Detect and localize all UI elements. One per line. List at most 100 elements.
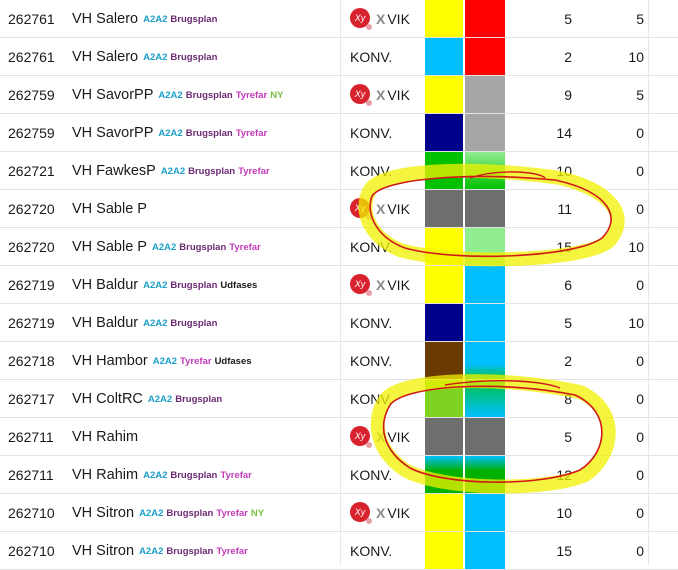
tag-label: Brugsplan — [170, 469, 218, 481]
animal-id: 262721 — [8, 163, 55, 179]
value-cell-1: 5 — [564, 11, 572, 27]
status-color-cell-2 — [465, 190, 505, 227]
status-color-cell-2 — [465, 0, 505, 37]
table-row[interactable]: 262710 VH Sitron A2A2 Brugsplan Tyrefar KONV.… — [0, 532, 678, 570]
animal-name: VH Sitron — [72, 505, 135, 521]
value-cell-1: 11 — [557, 201, 572, 217]
animal-name-cell: VH FawkesP A2A2 Brugsplan Tyrefar — [72, 152, 273, 190]
vik-x-mark: X — [376, 87, 386, 103]
animal-name-cell: VH Sitron A2A2 Brugsplan Tyrefar — [72, 532, 251, 570]
tag-label: A2A2 — [151, 241, 177, 253]
animal-name: VH Baldur — [72, 315, 139, 331]
value-cell-2: 10 — [628, 239, 644, 255]
konv-label: KONV. — [350, 163, 393, 179]
animal-name-cell: VH Baldur A2A2 Brugsplan — [72, 304, 220, 342]
value-cell-1: 5 — [564, 429, 572, 445]
animal-name-cell: VH Rahim — [72, 418, 143, 456]
value-cell-2: 0 — [636, 277, 644, 293]
animal-name: VH Salero — [72, 49, 139, 65]
breeding-type-cell: KONV. — [350, 532, 392, 570]
vik-label: VIK — [387, 87, 410, 103]
vik-logo-mark: Xy — [350, 8, 370, 28]
table-row[interactable]: 262719 VH Baldur A2A2 Brugsplan KONV. 5 10 — [0, 304, 678, 342]
status-color-cell-2 — [465, 228, 505, 265]
value-cell-1: 10 — [556, 505, 572, 521]
table-row[interactable]: 262761 VH Salero A2A2 Brugsplan KONV. 2 10 — [0, 38, 678, 76]
animal-name-cell: VH Sable P A2A2 Brugsplan Tyrefar — [72, 228, 264, 266]
tag-label: A2A2 — [152, 355, 178, 367]
vik-logo-dot — [366, 442, 372, 448]
animal-name: VH Sitron — [72, 543, 135, 559]
vik-x-mark: X — [376, 429, 386, 445]
value-cell-2: 0 — [636, 505, 644, 521]
table-row[interactable]: 262711 VH Rahim A2A2 Brugsplan Tyrefar KONV. 1… — [0, 456, 678, 494]
breeding-type-cell: Xy X VIK — [350, 190, 410, 228]
status-color-cell-2 — [465, 456, 505, 493]
vik-label: VIK — [387, 11, 410, 27]
table-row[interactable]: 262710 VH Sitron A2A2 Brugsplan Tyrefar NY Xy X… — [0, 494, 678, 532]
vik-logo-icon: Xy — [350, 4, 374, 34]
table-row[interactable]: 262719 VH Baldur A2A2 Brugsplan Udfases Xy X VI… — [0, 266, 678, 304]
animal-id: 262759 — [8, 87, 55, 103]
status-color-cell-2 — [465, 380, 505, 417]
status-color-cell-2 — [465, 152, 505, 189]
animal-id: 262719 — [8, 277, 55, 293]
status-color-cell-1 — [425, 0, 464, 37]
breeding-type-cell: KONV. — [350, 304, 392, 342]
status-color-cell-1 — [425, 266, 464, 303]
tag-label: Brugsplan — [170, 51, 218, 63]
value-cell-2: 10 — [628, 315, 644, 331]
breeding-type-cell: KONV. — [350, 152, 392, 190]
breeding-type-cell: KONV. — [350, 380, 392, 418]
animal-name-cell: VH SavorPP A2A2 Brugsplan Tyrefar NY — [72, 76, 286, 114]
status-color-cell-1 — [425, 38, 464, 75]
konv-label: KONV. — [350, 467, 393, 483]
table-row[interactable]: 262720 VH Sable P Xy X VIK 11 0 — [0, 190, 678, 228]
table-row[interactable]: 262761 VH Salero A2A2 Brugsplan Xy X VIK 5 5 — [0, 0, 678, 38]
table-row[interactable]: 262759 VH SavorPP A2A2 Brugsplan Tyrefar NY Xy… — [0, 76, 678, 114]
tag-label: A2A2 — [143, 469, 168, 481]
animal-name: VH SavorPP — [72, 125, 154, 141]
tag-label: A2A2 — [160, 165, 186, 177]
table-row[interactable]: 262759 VH SavorPP A2A2 Brugsplan Tyrefar KONV… — [0, 114, 678, 152]
table-row[interactable]: 262721 VH FawkesP A2A2 Brugsplan Tyrefar KONV… — [0, 152, 678, 190]
tag-label: Tyrefar — [180, 355, 212, 367]
breeding-type-cell: Xy X VIK — [350, 494, 410, 532]
vik-logo-mark: Xy — [350, 84, 370, 104]
konv-label: KONV. — [350, 315, 393, 331]
animal-id: 262711 — [8, 429, 54, 445]
value-cell-1: 12 — [556, 467, 572, 483]
table-row[interactable]: 262720 VH Sable P A2A2 Brugsplan Tyrefar KONV… — [0, 228, 678, 266]
animal-name: VH Baldur — [72, 277, 139, 293]
animal-name-cell: VH Salero A2A2 Brugsplan — [72, 38, 220, 76]
tag-label: Tyrefar — [220, 469, 252, 481]
vik-logo-icon: Xy — [350, 80, 374, 110]
table-row[interactable]: 262717 VH ColtRC A2A2 Brugsplan KONV. 8 0 — [0, 380, 678, 418]
table-row[interactable]: 262718 VH Hambor A2A2 Tyrefar Udfases KONV. 2 0 — [0, 342, 678, 380]
animal-id: 262718 — [8, 353, 55, 369]
animal-name: VH FawkesP — [72, 163, 156, 179]
vik-label: VIK — [387, 201, 410, 217]
value-cell-2: 5 — [636, 87, 644, 103]
status-color-cell-1 — [425, 380, 464, 417]
status-color-cell-2 — [465, 418, 505, 455]
value-cell-1: 5 — [564, 315, 572, 331]
tag-label: NY — [250, 507, 265, 519]
animal-name: VH ColtRC — [72, 391, 143, 407]
status-color-cell-2 — [465, 304, 505, 341]
value-cell-2: 0 — [636, 467, 644, 483]
animal-id: 262759 — [8, 125, 55, 141]
vik-logo-dot — [366, 214, 372, 220]
tag-label: A2A2 — [139, 545, 164, 557]
vik-label: VIK — [387, 505, 410, 521]
tag-label: A2A2 — [143, 51, 168, 63]
value-cell-1: 2 — [564, 353, 572, 369]
tag-label: Brugsplan — [179, 241, 227, 253]
status-color-cell-1 — [425, 342, 464, 379]
vik-label: VIK — [387, 429, 410, 445]
value-cell-2: 0 — [636, 429, 644, 445]
tag-label: Tyrefar — [216, 507, 248, 519]
table-row[interactable]: 262711 VH Rahim Xy X VIK 5 0 — [0, 418, 678, 456]
animal-name: VH Sable P — [72, 201, 147, 217]
animal-name-cell: VH Rahim A2A2 Brugsplan Tyrefar — [72, 456, 255, 494]
